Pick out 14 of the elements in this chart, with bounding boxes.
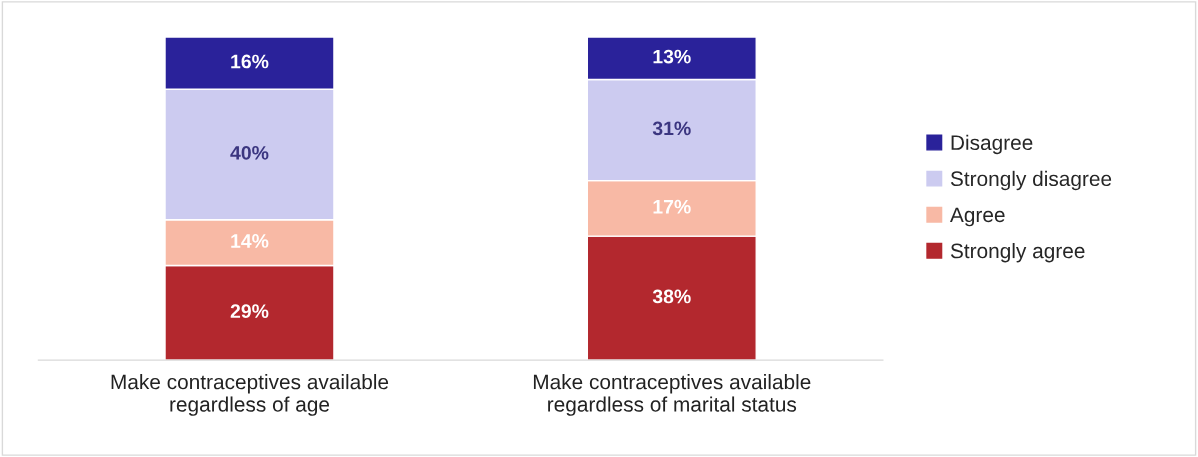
data-label: 16% — [231, 54, 269, 69]
legend-label: Strongly agree — [950, 242, 1085, 263]
data-label: 29% — [230, 304, 269, 319]
data-label: 38% — [652, 289, 691, 304]
x-tick-label: Make contraceptives available regardless of age — [111, 374, 389, 416]
data-label: 40% — [230, 145, 269, 160]
data-label: 14% — [231, 234, 269, 248]
legend-label: Agree — [949, 207, 1005, 227]
data-label: 13% — [653, 49, 691, 64]
data-label: 31% — [652, 121, 691, 136]
x-tick-label: Make contraceptives available regardless of marital status — [533, 374, 811, 416]
legend-label: Strongly disagree — [950, 170, 1112, 191]
data-label: 17% — [653, 199, 691, 214]
legend-label: Disagree — [951, 134, 1033, 155]
